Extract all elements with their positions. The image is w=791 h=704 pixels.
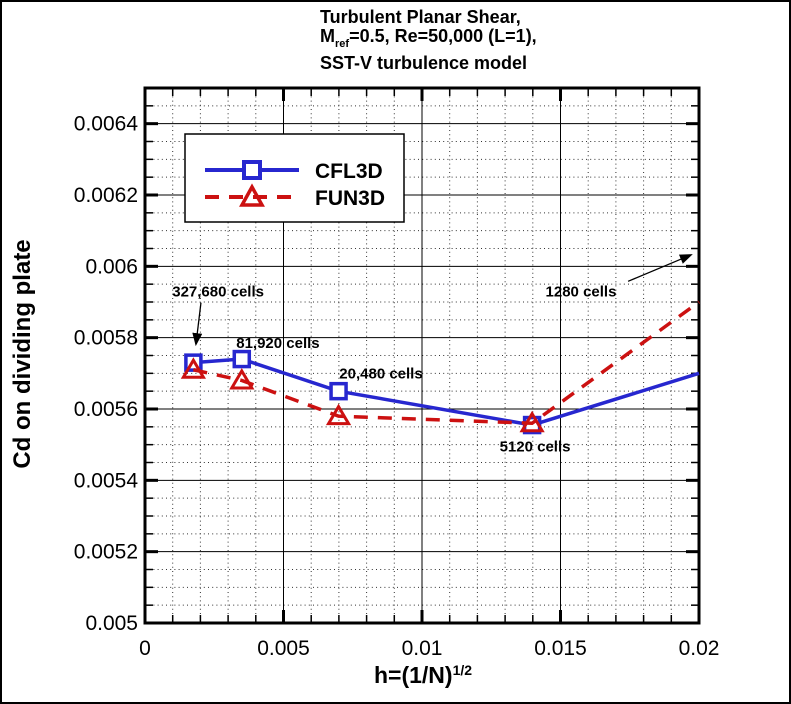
y-tick-label: 0.0056 bbox=[74, 398, 138, 421]
marker-square-cfl3d bbox=[232, 349, 252, 369]
x-axis-title: h=(1/N)1/2 bbox=[373, 662, 473, 688]
annotation-arrow bbox=[192, 302, 203, 347]
chart-title-line3: SST-V turbulence model bbox=[320, 53, 528, 73]
annotation-label: 5120 cells bbox=[500, 438, 571, 455]
y-tick-label: 0.006 bbox=[85, 255, 138, 278]
marker-triangle-fun3d bbox=[325, 403, 352, 426]
marker-square-cfl3d bbox=[329, 381, 348, 401]
legend-label-cfl3d: CFL3D bbox=[315, 160, 383, 183]
x-tick-label: 0.005 bbox=[257, 637, 310, 660]
x-tick-label: 0 bbox=[139, 637, 151, 660]
chart-title: Turbulent Planar Shear, Mref=0.5, Re=50,… bbox=[320, 8, 537, 73]
annotation-label: 81,920 cells bbox=[236, 335, 319, 352]
legend-label-fun3d: FUN3D bbox=[315, 187, 385, 210]
legend-box bbox=[184, 133, 405, 223]
annotation-label: 1280 cells bbox=[546, 283, 617, 300]
y-tick-label: 0.0064 bbox=[74, 113, 139, 136]
y-tick-label: 0.0062 bbox=[74, 184, 138, 207]
x-tick-label: 0.01 bbox=[402, 637, 443, 660]
chart-title-line1: Turbulent Planar Shear, bbox=[320, 7, 521, 27]
marker-triangle-fun3d bbox=[229, 368, 255, 390]
marker-triangle-fun3d bbox=[180, 357, 207, 379]
x-tick-label: 0.015 bbox=[534, 637, 587, 660]
marker-triangle-fun3d bbox=[519, 410, 545, 433]
series-line-fun3d bbox=[193, 300, 701, 426]
chart-title-line2: Mref=0.5, Re=50,000 (L=1), bbox=[320, 26, 537, 51]
legend-marker-fun3d bbox=[239, 183, 265, 207]
annotation-arrow bbox=[627, 254, 693, 282]
y-tick-label: 0.0054 bbox=[74, 469, 139, 492]
y-tick-label: 0.0052 bbox=[74, 541, 138, 564]
annotation-label: 20,480 cells bbox=[339, 365, 422, 382]
x-tick-label: 0.02 bbox=[679, 637, 720, 660]
y-tick-label: 0.0058 bbox=[74, 327, 138, 350]
y-tick-label: 0.005 bbox=[85, 612, 138, 635]
legend-marker-cfl3d bbox=[242, 160, 262, 180]
annotation-label: 327,680 cells bbox=[172, 283, 264, 300]
